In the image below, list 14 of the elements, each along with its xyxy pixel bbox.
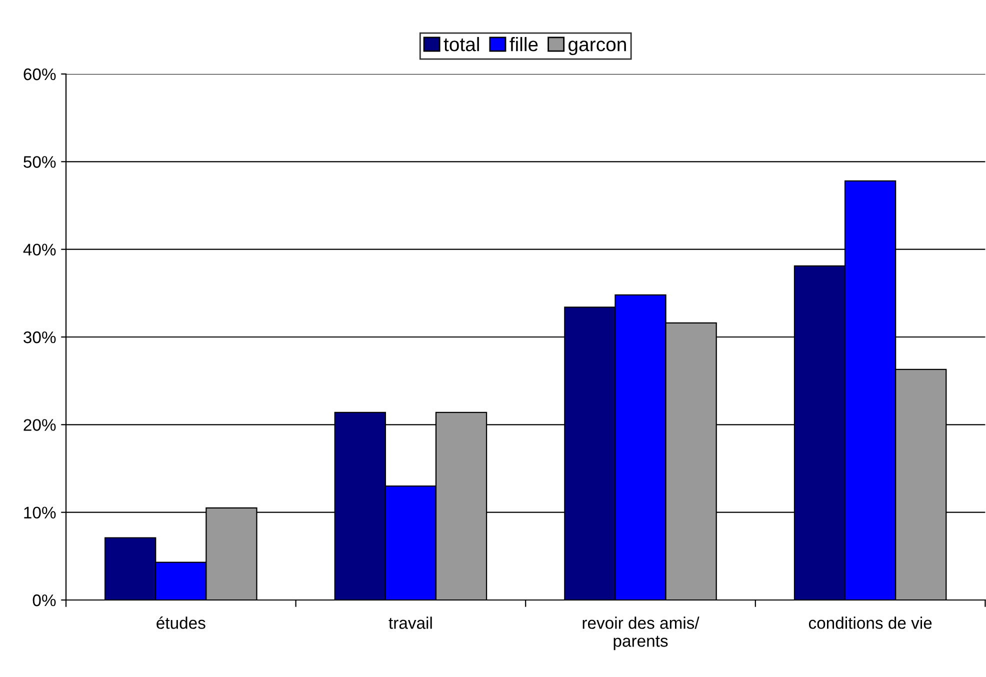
x-tick-label: études	[156, 616, 206, 629]
x-tick-label: conditions de vie	[808, 616, 932, 629]
y-tick-label: 0%	[32, 594, 56, 606]
y-tick-label: 20%	[24, 419, 56, 431]
y-tick-label: 30%	[24, 331, 56, 344]
y-tick-label: 50%	[24, 156, 56, 168]
x-tick-label: revoir des amis/ parents	[582, 616, 700, 650]
y-tick-label: 60%	[24, 68, 56, 80]
legend-label: fille	[510, 37, 538, 52]
legend-label: total	[444, 37, 479, 52]
y-tick-label: 10%	[24, 506, 56, 519]
x-tick-label: travail	[388, 616, 432, 629]
y-tick-label: 40%	[23, 244, 56, 256]
legend-label: garcon	[568, 40, 626, 56]
